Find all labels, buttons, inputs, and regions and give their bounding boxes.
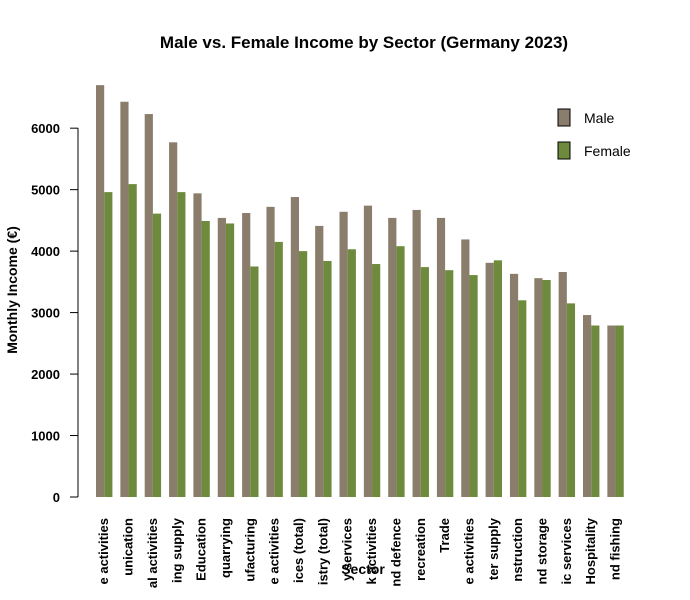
- legend: Male Female: [557, 108, 631, 160]
- y-tick-label: 4000: [31, 244, 60, 259]
- bar-female-6: [250, 266, 259, 497]
- bar-male-9: [315, 225, 324, 497]
- x-tick-label: Hospitality: [583, 517, 598, 584]
- x-tick-label: e activities: [96, 518, 111, 585]
- bar-female-9: [323, 260, 332, 497]
- x-tick-label: nstruction: [510, 518, 525, 582]
- bar-male-8: [290, 197, 299, 497]
- bar-female-21: [615, 325, 624, 497]
- bar-male-20: [583, 315, 592, 497]
- y-axis: 0 1000 2000 3000 4000 5000 6000: [31, 121, 79, 505]
- x-tick-label: ter supply: [486, 517, 501, 580]
- bar-male-2: [144, 114, 153, 497]
- bar-male-16: [485, 262, 494, 497]
- bar-male-6: [242, 213, 251, 497]
- bar-male-0: [96, 85, 105, 498]
- x-tick-label: e activities: [267, 518, 282, 585]
- bar-female-0: [104, 192, 113, 498]
- x-tick-label: al activities: [145, 518, 160, 588]
- bar-male-11: [363, 205, 373, 497]
- bar-male-21: [607, 325, 616, 497]
- x-tick-label: istry (total): [315, 518, 330, 585]
- x-tick-label: quarrying: [218, 518, 233, 578]
- y-tick-label: 0: [53, 490, 60, 505]
- y-tick-label: 3000: [31, 306, 60, 321]
- bar-female-17: [518, 300, 527, 497]
- x-tick-label: Education: [194, 518, 209, 581]
- chart-title: Male vs. Female Income by Sector (German…: [160, 33, 568, 52]
- bar-male-12: [388, 217, 397, 498]
- x-tick-label: e activities: [461, 518, 476, 585]
- x-tick-label: ices (total): [291, 518, 306, 583]
- x-tick-label: ing supply: [169, 517, 184, 583]
- bar-male-18: [534, 278, 543, 497]
- category-labels: e activities unication al activities ing su…: [96, 517, 622, 588]
- bar-female-16: [493, 260, 502, 497]
- legend-swatch-female: [557, 141, 571, 160]
- bar-female-20: [591, 325, 600, 497]
- bar-female-4: [201, 221, 210, 497]
- y-axis-title: Monthly Income (€): [4, 226, 20, 354]
- bar-male-5: [217, 217, 226, 498]
- bar-male-10: [339, 211, 348, 497]
- x-tick-label: Trade: [437, 518, 452, 553]
- bars: [96, 85, 624, 498]
- x-tick-label: nd defence: [388, 518, 403, 587]
- bar-male-19: [558, 272, 567, 497]
- bar-female-2: [152, 213, 162, 497]
- bar-male-7: [266, 206, 275, 498]
- bar-male-3: [169, 142, 178, 497]
- legend-swatch-male: [557, 108, 571, 127]
- x-tick-label: y services: [340, 518, 355, 581]
- x-tick-label: nd fishing: [608, 518, 623, 580]
- bar-male-13: [412, 209, 421, 497]
- y-tick-label: 1000: [31, 429, 60, 444]
- x-axis-title: Sector: [341, 561, 385, 577]
- bar-female-5: [225, 223, 235, 497]
- x-tick-label: ufacturing: [242, 518, 257, 582]
- y-tick-label: 6000: [31, 121, 60, 136]
- bar-female-15: [469, 275, 478, 497]
- y-tick-label: 5000: [31, 183, 60, 198]
- bar-female-7: [274, 241, 283, 497]
- bar-female-14: [445, 270, 454, 497]
- x-tick-label: k activities: [364, 518, 379, 585]
- bar-male-17: [509, 273, 519, 497]
- bar-female-18: [542, 280, 551, 497]
- x-tick-label: unication: [121, 518, 136, 576]
- bar-female-12: [396, 246, 405, 497]
- bar-female-3: [177, 192, 186, 498]
- bar-male-1: [120, 101, 129, 498]
- bar-female-10: [347, 249, 356, 497]
- bar-female-13: [420, 267, 429, 497]
- x-tick-label: recreation: [413, 518, 428, 581]
- bar-female-1: [128, 184, 137, 498]
- bar-female-19: [566, 303, 576, 497]
- bar-male-15: [461, 239, 470, 497]
- bar-male-4: [193, 193, 202, 497]
- x-tick-label: ic services: [559, 518, 574, 585]
- x-tick-label: nd storage: [535, 518, 550, 584]
- legend-label-female: Female: [584, 143, 631, 159]
- bar-female-11: [372, 264, 381, 497]
- bar-female-8: [299, 251, 308, 497]
- bar-male-14: [436, 217, 446, 498]
- y-tick-label: 2000: [31, 367, 60, 382]
- legend-label-male: Male: [584, 110, 615, 126]
